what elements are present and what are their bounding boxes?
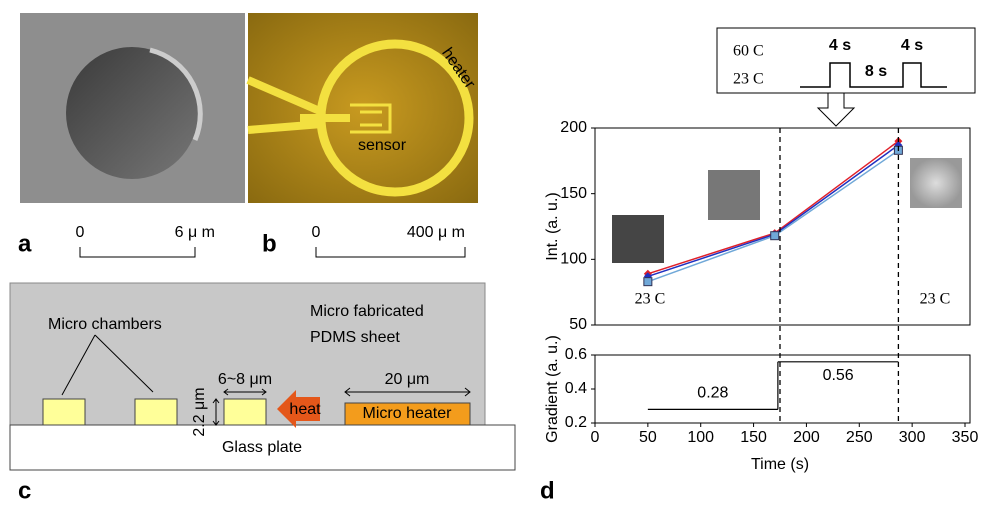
annotation: 23 C bbox=[635, 291, 666, 308]
figure: a 0 6 μ m b 0 400 μ m heater sensor c Mi… bbox=[0, 0, 984, 507]
heater-label: Micro heater bbox=[363, 405, 453, 422]
series-line bbox=[648, 141, 899, 274]
x-tick-label: 150 bbox=[740, 429, 767, 446]
inset-image bbox=[910, 158, 962, 208]
series-line bbox=[648, 145, 899, 276]
x-tick-label: 100 bbox=[687, 429, 714, 446]
arrow bbox=[818, 93, 854, 126]
chambers-label: Micro chambers bbox=[48, 316, 162, 333]
sheet-label: PDMS sheet bbox=[310, 329, 400, 346]
x-tick-label: 50 bbox=[639, 429, 657, 446]
pulse-label: 8 s bbox=[865, 63, 887, 80]
x-tick-label: 200 bbox=[793, 429, 820, 446]
plot-frame bbox=[595, 355, 970, 423]
panel-label: d bbox=[540, 477, 555, 504]
dimension-label: 6~8 μm bbox=[218, 371, 272, 388]
panel-label: c bbox=[18, 477, 31, 504]
chamber bbox=[224, 399, 266, 425]
pulse-label: 23 C bbox=[733, 71, 764, 88]
marker bbox=[771, 232, 779, 240]
y-tick-label: 100 bbox=[560, 251, 587, 268]
y-tick-label: 0.2 bbox=[565, 414, 587, 431]
scale-bar bbox=[80, 247, 195, 257]
y-tick-label: 0.6 bbox=[565, 346, 587, 363]
x-axis-label: Time (s) bbox=[751, 456, 809, 473]
y-tick-label: 0.4 bbox=[565, 380, 587, 397]
annotation: 23 C bbox=[920, 291, 951, 308]
dimension-label: 20 μm bbox=[385, 371, 430, 388]
sheet-label: Micro fabricated bbox=[310, 303, 424, 320]
dimension-label: 2.2 μm bbox=[191, 387, 208, 436]
marker bbox=[644, 278, 652, 286]
x-tick-label: 0 bbox=[591, 429, 600, 446]
scale-label: 0 bbox=[76, 224, 85, 241]
y-tick-label: 50 bbox=[569, 316, 587, 333]
x-tick-label: 300 bbox=[899, 429, 926, 446]
sensor-label: sensor bbox=[358, 137, 407, 154]
y-axis-label: Int. (a. u.) bbox=[544, 192, 561, 260]
x-tick-label: 350 bbox=[952, 429, 979, 446]
inset-image bbox=[612, 215, 664, 263]
y-tick-label: 200 bbox=[560, 119, 587, 136]
pulse-label: 60 C bbox=[733, 43, 764, 60]
scale-label: 0 bbox=[312, 224, 321, 241]
panel-label: b bbox=[262, 230, 277, 257]
glass-label: Glass plate bbox=[222, 439, 302, 456]
value-label: 0.56 bbox=[823, 367, 854, 384]
chamber bbox=[43, 399, 85, 425]
panel-label: a bbox=[18, 230, 32, 257]
heat-label: heat bbox=[289, 401, 321, 418]
y-axis-label: Gradient (a. u.) bbox=[544, 335, 561, 443]
x-tick-label: 250 bbox=[846, 429, 873, 446]
y-tick-label: 150 bbox=[560, 185, 587, 202]
pulse-label: 4 s bbox=[901, 37, 923, 54]
scale-label: 6 μ m bbox=[175, 224, 215, 241]
pulse-label: 4 s bbox=[829, 37, 851, 54]
scale-bar bbox=[316, 247, 465, 257]
inset-image bbox=[708, 170, 760, 220]
scale-label: 400 μ m bbox=[407, 224, 465, 241]
chamber bbox=[135, 399, 177, 425]
value-label: 0.28 bbox=[697, 385, 728, 402]
